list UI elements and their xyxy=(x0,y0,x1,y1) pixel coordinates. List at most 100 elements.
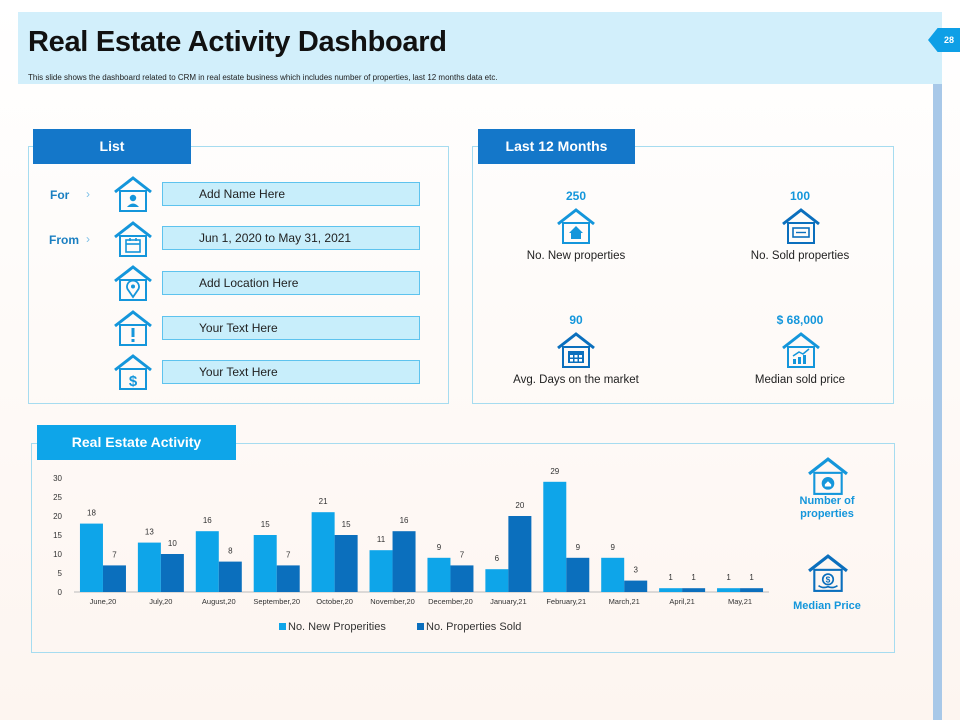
x-tick-label: June,20 xyxy=(90,597,117,606)
x-tick-label: March,21 xyxy=(609,597,640,606)
x-tick-label: September,20 xyxy=(253,597,300,606)
median-price-value: $ 68,000 xyxy=(776,313,824,327)
months-panel-tab: Last 12 Months xyxy=(478,129,635,164)
legend-swatch xyxy=(417,623,424,630)
dollar-house-icon: $ xyxy=(114,354,152,390)
months-panel xyxy=(472,146,894,404)
data-label: 3 xyxy=(633,566,638,575)
bar-sold xyxy=(682,588,706,592)
text-field[interactable]: Your Text Here xyxy=(162,316,420,340)
data-label: 9 xyxy=(610,543,615,552)
x-tick-label: April,21 xyxy=(669,597,694,606)
data-label: 16 xyxy=(400,516,409,525)
bar-new xyxy=(543,481,567,592)
avg-days-value: 90 xyxy=(569,313,583,327)
activity-panel xyxy=(31,443,895,653)
number-of-properties-label: Number of properties xyxy=(799,495,855,520)
user-house-icon xyxy=(114,176,152,212)
data-label: 11 xyxy=(377,535,386,544)
location-field[interactable]: Add Location Here xyxy=(162,271,420,295)
bar-sold xyxy=(392,531,416,592)
data-label: 10 xyxy=(168,539,177,548)
data-label: 13 xyxy=(145,528,154,537)
bar-new xyxy=(427,557,451,592)
bar-new xyxy=(485,569,509,592)
data-label: 15 xyxy=(261,520,270,529)
location-house-icon xyxy=(114,265,152,301)
home-house-icon xyxy=(557,208,595,244)
header-band xyxy=(18,12,942,84)
bar-new xyxy=(659,588,683,592)
x-tick-label: May,21 xyxy=(728,597,752,606)
alert-house-icon xyxy=(114,310,152,346)
data-label: 20 xyxy=(515,501,524,510)
name-field[interactable]: Add Name Here xyxy=(162,182,420,206)
growth-chart-house-icon xyxy=(782,332,820,368)
for-label: For xyxy=(50,188,70,202)
bar-new xyxy=(601,557,625,592)
sold-properties-label: No. Sold properties xyxy=(750,250,850,262)
data-label: 1 xyxy=(726,573,731,582)
data-label: 1 xyxy=(691,573,696,582)
y-tick-label: 30 xyxy=(53,474,62,483)
data-label: 21 xyxy=(319,497,328,506)
x-tick-label: August,20 xyxy=(202,597,236,606)
new-properties-label: No. New properties xyxy=(526,250,626,262)
x-tick-label: February,21 xyxy=(546,597,586,606)
svg-text:$: $ xyxy=(826,574,831,584)
bar-sold xyxy=(276,565,300,592)
list-panel-tab: List xyxy=(33,129,191,164)
bar-new xyxy=(195,531,219,592)
data-label: 9 xyxy=(576,543,581,552)
data-label: 18 xyxy=(87,509,96,518)
bar-sold xyxy=(566,557,590,592)
chevron-right-icon: › xyxy=(86,232,90,246)
legend-label: No. New Properities xyxy=(288,621,386,633)
calendar-house-icon xyxy=(557,332,595,368)
page-title: Real Estate Activity Dashboard xyxy=(28,26,447,58)
text-field[interactable]: Your Text Here xyxy=(162,360,420,384)
legend-swatch xyxy=(279,623,286,630)
sold-properties-value: 100 xyxy=(789,189,811,203)
data-label: 1 xyxy=(749,573,754,582)
y-tick-label: 5 xyxy=(58,569,63,578)
bar-new xyxy=(717,588,741,592)
y-tick-label: 10 xyxy=(53,550,62,559)
bar-new xyxy=(79,523,103,592)
data-label: 9 xyxy=(437,543,442,552)
x-tick-label: January,21 xyxy=(490,597,527,606)
y-tick-label: 20 xyxy=(53,512,62,521)
date-range-field[interactable]: Jun 1, 2020 to May 31, 2021 xyxy=(162,226,420,250)
x-tick-label: October,20 xyxy=(316,597,353,606)
activity-panel-tab: Real Estate Activity xyxy=(37,425,236,460)
from-label: From xyxy=(49,233,79,247)
data-label: 8 xyxy=(228,547,233,556)
y-tick-label: 15 xyxy=(53,531,62,540)
legend-label: No. Properties Sold xyxy=(426,621,521,633)
median-price-house-icon: $ xyxy=(808,554,848,592)
data-label: 6 xyxy=(495,554,500,563)
svg-text:$: $ xyxy=(129,373,138,390)
side-stripe xyxy=(933,84,942,720)
bar-sold xyxy=(160,554,184,592)
new-properties-value: 250 xyxy=(565,189,587,203)
median-price-label: Median sold price xyxy=(754,374,846,386)
bar-sold xyxy=(624,580,648,592)
chevron-right-icon: › xyxy=(86,187,90,201)
bar-sold xyxy=(450,565,474,592)
calendar-house-icon xyxy=(114,221,152,257)
page-subtitle: This slide shows the dashboard related t… xyxy=(28,73,498,82)
data-label: 16 xyxy=(203,516,212,525)
median-price-side-label: Median Price xyxy=(793,600,861,612)
x-tick-label: July,20 xyxy=(149,597,172,606)
sold-sign-house-icon xyxy=(782,208,820,244)
activity-bar-chart: 051015202530187June,201310July,20168Augu… xyxy=(53,467,769,633)
bar-new xyxy=(311,512,335,592)
x-tick-label: December,20 xyxy=(428,597,473,606)
data-label: 7 xyxy=(286,550,291,559)
bar-new xyxy=(137,542,161,592)
bar-new xyxy=(253,535,277,592)
avg-days-label: Avg. Days on the market xyxy=(513,374,639,386)
y-tick-label: 0 xyxy=(58,588,63,597)
bar-sold xyxy=(218,561,242,592)
